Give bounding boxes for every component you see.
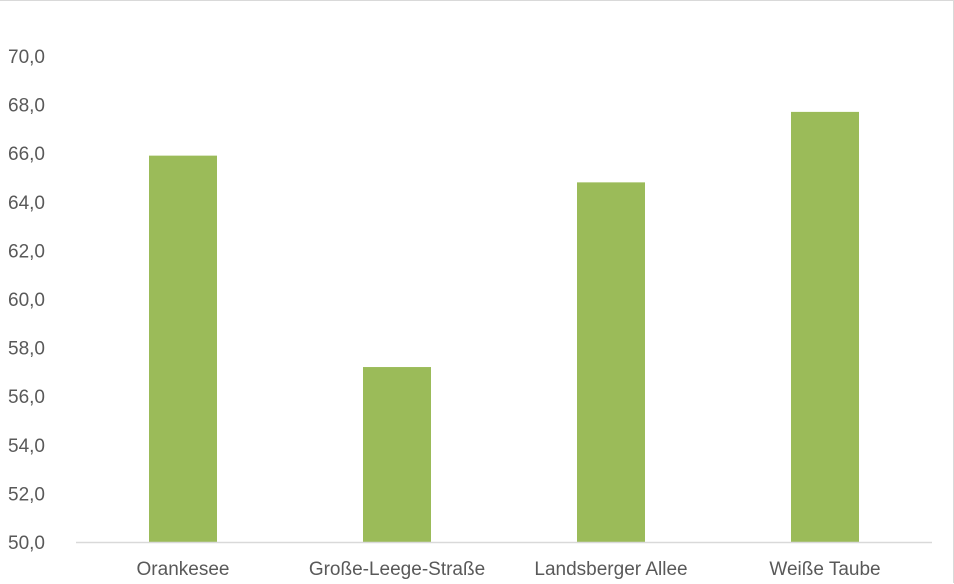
bars [149,111,859,543]
y-tick-label: 52,0 [8,484,45,505]
bar-1 [149,155,217,542]
x-category-label: Landsberger Allee [534,559,687,580]
bar-4 [791,111,859,542]
y-tick-label: 60,0 [8,290,45,311]
x-category-label: Große-Leege-Straße [309,559,485,580]
y-tick-label: 70,0 [8,47,45,68]
y-tick-label: 62,0 [8,241,45,262]
y-tick-label: 58,0 [8,339,45,360]
x-category-label: Orankesee [137,559,230,580]
bar-3 [577,182,645,543]
y-tick-label: 50,0 [8,533,45,554]
bar-2 [363,367,431,542]
x-axis-labels: Orankesee Große-Leege-Straße Landsberger A… [137,559,881,580]
y-tick-label: 54,0 [8,436,45,457]
y-tick-label: 56,0 [8,387,45,408]
y-axis-ticks: 50,0 52,0 54,0 56,0 58,0 60,0 62,0 64,0 66,0 68,0… [8,47,45,554]
y-tick-label: 66,0 [8,144,45,165]
y-tick-label: 64,0 [8,193,45,214]
x-category-label: Weiße Taube [769,559,880,580]
y-tick-label: 68,0 [8,96,45,117]
